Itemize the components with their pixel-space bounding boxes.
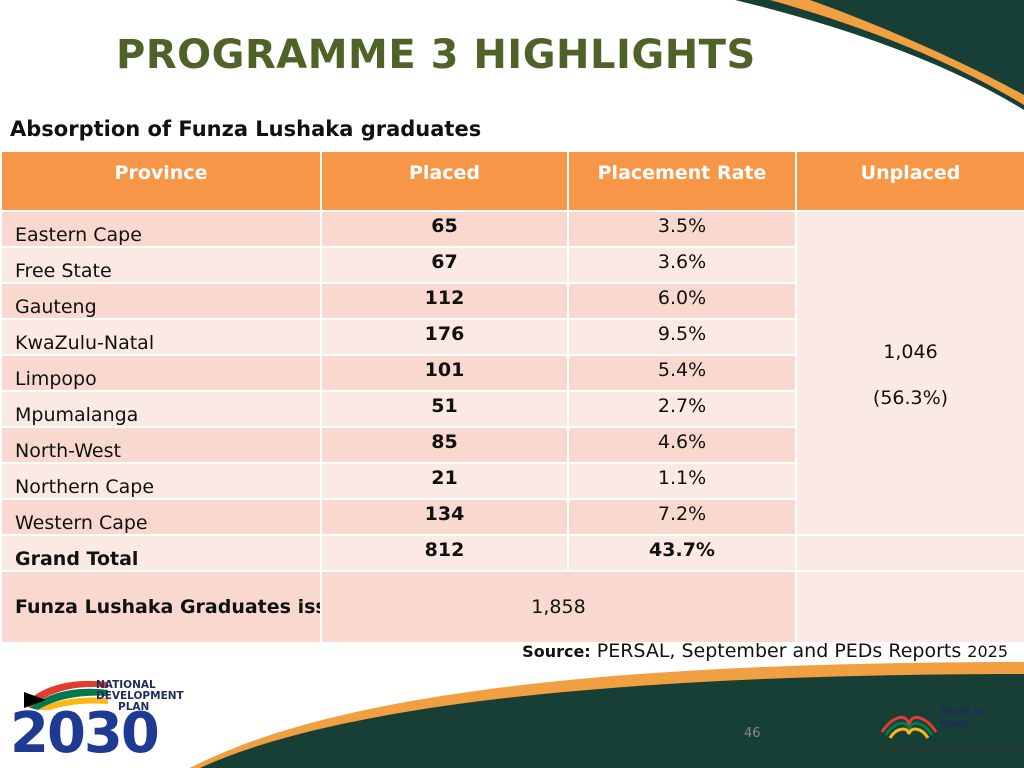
- header-province: Province: [0, 150, 322, 212]
- graduates-label: Funza Lushaka Graduates issued to all PE…: [0, 570, 322, 644]
- grand-total-label: Grand Total: [0, 534, 322, 572]
- flag-swoosh-icon: [24, 680, 108, 710]
- placement-table: Province Placed Placement Rate Unplaced …: [0, 150, 1024, 644]
- rate-cell: 2.7%: [567, 390, 797, 428]
- unplaced-rate: (56.3%): [872, 386, 949, 409]
- placed-cell: 176: [320, 318, 569, 356]
- rtl-tagline: A Reading Nation is a Leading Nation: [880, 744, 1020, 753]
- header-unplaced: Unplaced: [795, 150, 1024, 212]
- province-cell: Gauteng: [0, 282, 322, 320]
- grand-total-row: Grand Total 812 43.7%: [0, 534, 1024, 572]
- read-to-lead-logo: Read to Lead A Reading Nation is a Leadi…: [876, 700, 1020, 760]
- rtl-brand: Read to Lead: [940, 706, 986, 730]
- source-year: 2025: [967, 642, 1008, 661]
- page-title: PROGRAMME 3 HIGHLIGHTS: [116, 32, 756, 78]
- source-note: Source: PERSAL, September and PEDs Repor…: [522, 640, 1008, 662]
- province-cell: Mpumalanga: [0, 390, 322, 428]
- placed-cell: 51: [320, 390, 569, 428]
- header-placed: Placed: [320, 150, 569, 212]
- placed-cell: 85: [320, 426, 569, 464]
- rate-cell: 5.4%: [567, 354, 797, 392]
- grand-total-placed: 812: [320, 534, 569, 572]
- ndp-text-line: DEVELOPMENT: [96, 690, 184, 702]
- placed-cell: 101: [320, 354, 569, 392]
- table-row: North-West 85 4.6%: [0, 426, 1024, 464]
- unplaced-value: 1,046: [883, 340, 938, 363]
- graduates-value: 1,858: [320, 570, 797, 644]
- table-row: Mpumalanga 51 2.7%: [0, 390, 1024, 428]
- table-row: Free State 67 3.6%: [0, 246, 1024, 284]
- placed-cell: 134: [320, 498, 569, 536]
- open-book-icon: [880, 716, 938, 739]
- unplaced-cell: 1,046 (56.3%): [795, 210, 1024, 536]
- province-cell: KwaZulu-Natal: [0, 318, 322, 356]
- source-text: PERSAL, September and PEDs Reports: [590, 640, 968, 662]
- table-row: KwaZulu-Natal 176 9.5%: [0, 318, 1024, 356]
- placed-cell: 112: [320, 282, 569, 320]
- placed-cell: 65: [320, 210, 569, 248]
- province-cell: Limpopo: [0, 354, 322, 392]
- province-cell: Free State: [0, 246, 322, 284]
- grand-total-rate: 43.7%: [567, 534, 797, 572]
- table-row: Eastern Cape 65 3.5% 1,046 (56.3%): [0, 210, 1024, 536]
- grand-total-unplaced: [795, 534, 1024, 572]
- source-label: Source:: [522, 642, 591, 661]
- rate-cell: 3.6%: [567, 246, 797, 284]
- table-row: Northern Cape 21 1.1%: [0, 462, 1024, 500]
- rate-cell: 7.2%: [567, 498, 797, 536]
- ndp-2030-logo: NATIONAL DEVELOPMENT PLAN 2030: [10, 674, 190, 766]
- table-row: Limpopo 101 5.4%: [0, 354, 1024, 392]
- ndp-text-line: PLAN: [118, 701, 150, 713]
- table-header-row: Province Placed Placement Rate Unplaced: [0, 150, 1024, 212]
- header-placement-rate: Placement Rate: [567, 150, 797, 212]
- rate-cell: 3.5%: [567, 210, 797, 248]
- ndp-text: NATIONAL DEVELOPMENT PLAN: [96, 680, 184, 713]
- placed-cell: 67: [320, 246, 569, 284]
- rate-cell: 9.5%: [567, 318, 797, 356]
- province-cell: Northern Cape: [0, 462, 322, 500]
- graduates-row: Funza Lushaka Graduates issued to all PE…: [0, 570, 1024, 644]
- ndp-text-line: NATIONAL: [96, 679, 156, 691]
- province-cell: Eastern Cape: [0, 210, 322, 248]
- rate-cell: 6.0%: [567, 282, 797, 320]
- table-row: Gauteng 112 6.0%: [0, 282, 1024, 320]
- province-cell: North-West: [0, 426, 322, 464]
- ndp-year: 2030: [10, 701, 160, 766]
- rate-cell: 4.6%: [567, 426, 797, 464]
- placed-cell: 21: [320, 462, 569, 500]
- rate-cell: 1.1%: [567, 462, 797, 500]
- graduates-blank: [795, 570, 1024, 644]
- table-row: Western Cape 134 7.2%: [0, 498, 1024, 536]
- page-number: 46: [744, 726, 761, 741]
- table-caption: Absorption of Funza Lushaka graduates: [10, 117, 482, 141]
- province-cell: Western Cape: [0, 498, 322, 536]
